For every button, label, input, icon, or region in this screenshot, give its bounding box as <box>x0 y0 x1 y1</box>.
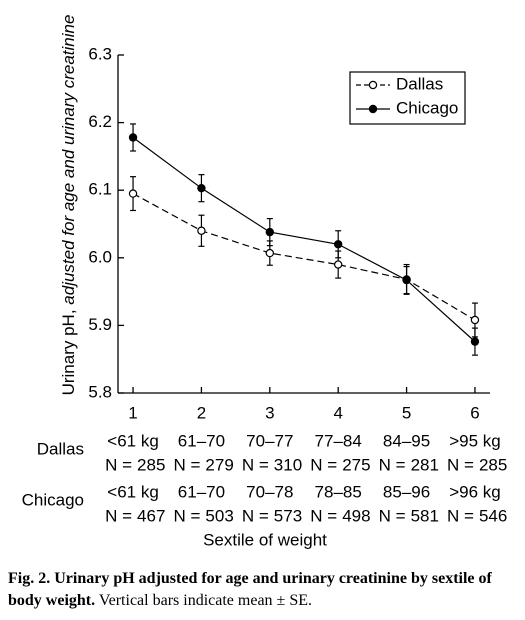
y-axis-label: Urinary pH, adjusted for age and urinary… <box>59 15 78 396</box>
chart: Urinary pH, adjusted for age and urinary… <box>22 15 508 550</box>
data-point <box>470 337 480 346</box>
n-prefix: N = <box>105 455 132 474</box>
legend-label: Dallas <box>396 74 443 93</box>
n-prefix: N = <box>379 506 406 525</box>
x-tick-label: 5 <box>402 403 411 422</box>
caption-text: Vertical bars indicate mean ± SE. <box>98 592 312 609</box>
n-value: 285 <box>479 455 507 474</box>
legend-label: Chicago <box>396 98 458 117</box>
n-value: 503 <box>205 506 233 525</box>
x-tick-label: 3 <box>265 403 274 422</box>
data-point <box>333 260 343 269</box>
n-value: 310 <box>274 455 302 474</box>
data-point <box>265 248 275 258</box>
n-value: 546 <box>479 506 507 525</box>
legend-box <box>349 71 466 125</box>
data-point <box>197 183 206 193</box>
n-prefix: N = <box>310 506 337 525</box>
data-point <box>265 227 275 237</box>
weight-range: >96 kg <box>449 482 501 501</box>
caption-bold: Fig. 2. Urinary pH adjusted for age and … <box>8 570 492 609</box>
n-value: 285 <box>137 455 165 474</box>
n-value: 498 <box>342 506 370 525</box>
n-prefix: N = <box>173 506 200 525</box>
n-value: 573 <box>274 506 302 525</box>
n-prefix: N = <box>105 506 132 525</box>
weight-range: 77–84 <box>315 431 362 450</box>
y-label-plain: Urinary pH, <box>59 309 78 395</box>
data-point <box>402 275 411 285</box>
x-tick-label: 6 <box>470 403 479 422</box>
weight-range: <61 kg <box>107 482 159 501</box>
data-point <box>128 133 138 142</box>
row-label: Dallas <box>37 439 84 458</box>
weight-range: 70–77 <box>246 431 293 450</box>
n-prefix: N = <box>447 506 474 525</box>
x-tick-label: 2 <box>197 403 206 422</box>
n-value: 281 <box>411 455 439 474</box>
weight-range: 85–96 <box>383 482 430 501</box>
weight-range: 78–85 <box>315 482 362 501</box>
caption: Fig. 2. Urinary pH adjusted for age and … <box>8 568 520 612</box>
y-label-italic: adjusted for age and urinary creatinine <box>59 15 78 305</box>
series-line <box>132 193 476 321</box>
legend-marker <box>368 80 378 90</box>
n-prefix: N = <box>379 455 406 474</box>
y-tick-label: 6.1 <box>88 180 112 199</box>
n-value: 581 <box>411 506 439 525</box>
n-prefix: N = <box>242 506 269 525</box>
weight-range: >95 kg <box>449 431 501 450</box>
weight-range: <61 kg <box>107 431 159 450</box>
y-tick-label: 5.9 <box>88 315 112 334</box>
data-point <box>197 226 206 235</box>
legend-marker <box>368 104 378 114</box>
data-point <box>333 240 343 249</box>
y-tick-label: 6.0 <box>88 247 112 266</box>
x-tick-label: 4 <box>333 403 342 422</box>
n-prefix: N = <box>242 455 269 474</box>
n-prefix: N = <box>447 455 474 474</box>
n-value: 275 <box>342 455 370 474</box>
y-tick-label: 6.2 <box>88 112 112 131</box>
data-point <box>128 189 138 198</box>
y-tick-label: 6.3 <box>88 44 112 63</box>
data-point <box>470 315 480 325</box>
n-value: 279 <box>205 455 233 474</box>
row-label: Chicago <box>22 490 84 509</box>
n-value: 467 <box>137 506 165 525</box>
n-prefix: N = <box>173 455 200 474</box>
weight-range: 84–95 <box>383 431 430 450</box>
weight-range: 61–70 <box>178 482 225 501</box>
weight-range: 61–70 <box>178 431 225 450</box>
series-line <box>132 136 476 343</box>
y-tick-label: 5.8 <box>88 382 112 401</box>
n-prefix: N = <box>310 455 337 474</box>
x-tick-label: 1 <box>128 403 137 422</box>
weight-range: 70–78 <box>246 482 293 501</box>
x-axis-label: Sextile of weight <box>203 530 327 549</box>
